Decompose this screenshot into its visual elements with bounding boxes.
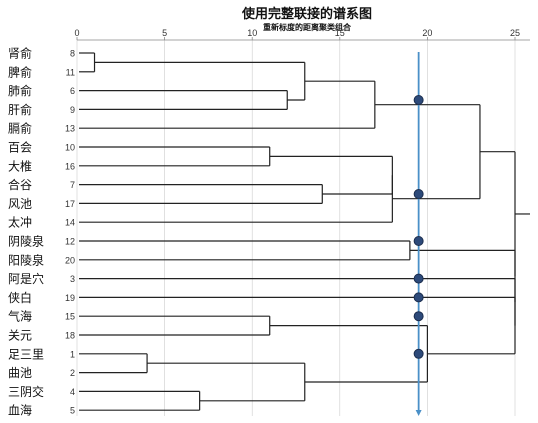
leaf-id: 8 [70,49,75,59]
leaf-id: 3 [70,274,75,284]
cluster-marker [413,189,424,199]
chart-title: 使用完整联接的谱系图 [241,6,372,22]
leaf-label: 气海 [8,309,32,324]
leaf-label: 关元 [8,329,32,343]
leaf-id: 4 [70,387,75,397]
leaf-label: 合谷 [8,177,32,192]
leaf-label: 肝俞 [8,102,32,117]
leaf-id: 7 [70,180,75,190]
leaf-id: 5 [70,406,75,416]
leaf-id: 13 [65,124,75,134]
cluster-marker [413,95,424,105]
leaf-label: 三阴交 [8,384,44,399]
x-tick-label: 25 [510,28,520,38]
leaf-id: 11 [66,67,75,77]
x-tick-label: 10 [247,28,257,38]
cluster-marker [413,311,424,322]
x-tick-label: 0 [74,28,79,38]
leaf-id: 12 [65,237,75,247]
cluster-marker [413,292,424,303]
leaf-id: 9 [70,105,75,115]
leaf-id: 10 [65,143,75,153]
leaf-id: 2 [70,368,75,378]
leaf-label: 风池 [8,197,32,211]
chart-subtitle: 重新标度的距离聚类组合 [263,22,352,32]
leaf-id: 1 [70,349,75,359]
x-axis: 0 5 10 15 20 25 [74,28,530,41]
leaf-label: 血海 [8,403,32,418]
leaf-label: 肾俞 [8,46,32,61]
cluster-marker [413,348,424,359]
leaf-label: 曲池 [8,366,32,380]
cluster-marker [413,273,424,284]
leaf-label: 太冲 [8,215,32,230]
cut-line-group [413,52,424,416]
leaf-label: 肺俞 [8,83,32,98]
x-tick-label: 5 [162,28,167,38]
leaf-label: 大椎 [8,158,32,173]
cluster-marker [413,236,424,246]
grid-lines [76,40,516,416]
leaf-label: 足三里 [8,347,44,361]
leaf-id: 6 [70,86,75,96]
leaf-label: 百会 [8,141,32,155]
leaf-label: 阴陵泉 [8,235,44,249]
leaf-label: 膈俞 [8,121,32,136]
leaf-id: 17 [65,199,75,209]
leaf-id: 19 [65,293,75,303]
leaf-label: 侠白 [8,290,32,305]
cut-line-arrow [415,410,422,416]
x-tick-label: 20 [422,28,432,38]
leaf-id: 20 [65,255,75,265]
leaf-id: 16 [65,161,75,171]
leaf-label: 阿是穴 [8,271,44,286]
x-tick-label: 15 [335,28,345,38]
leaf-id: 14 [65,218,75,228]
leaf-id: 15 [65,312,75,322]
dendrogram-tree [79,52,530,411]
leaf-label: 阳陵泉 [8,253,44,267]
leaf-label: 脾俞 [8,64,32,79]
leaf-id: 18 [65,331,75,341]
